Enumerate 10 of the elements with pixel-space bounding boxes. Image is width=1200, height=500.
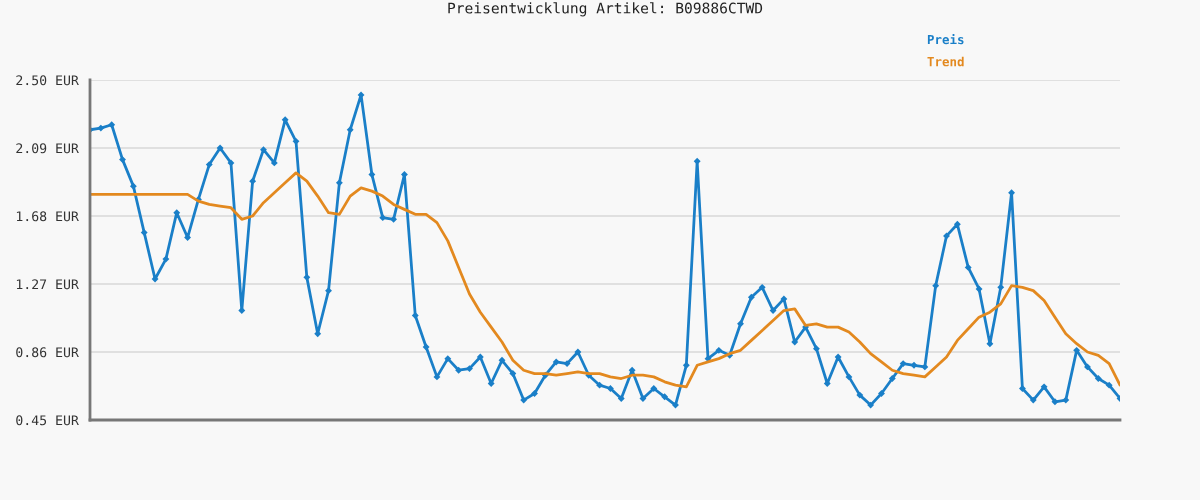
y-tick-label: 1.27 EUR [16, 279, 79, 290]
text: Preis [927, 33, 964, 45]
y-tick-label: 0.45 EUR [16, 415, 79, 426]
text: Trend [927, 56, 964, 67]
y-tick-label: 0.86 EUR [16, 347, 79, 358]
y-tick-label: 2.09 EUR [16, 143, 79, 154]
y-tick-label: 2.50 EUR [16, 75, 79, 86]
chart-title: Preisentwicklung Artikel: B09886CTWD [448, 2, 763, 17]
line-series [90, 171, 1120, 389]
y-tick-label: 1.68 EUR [16, 211, 79, 222]
